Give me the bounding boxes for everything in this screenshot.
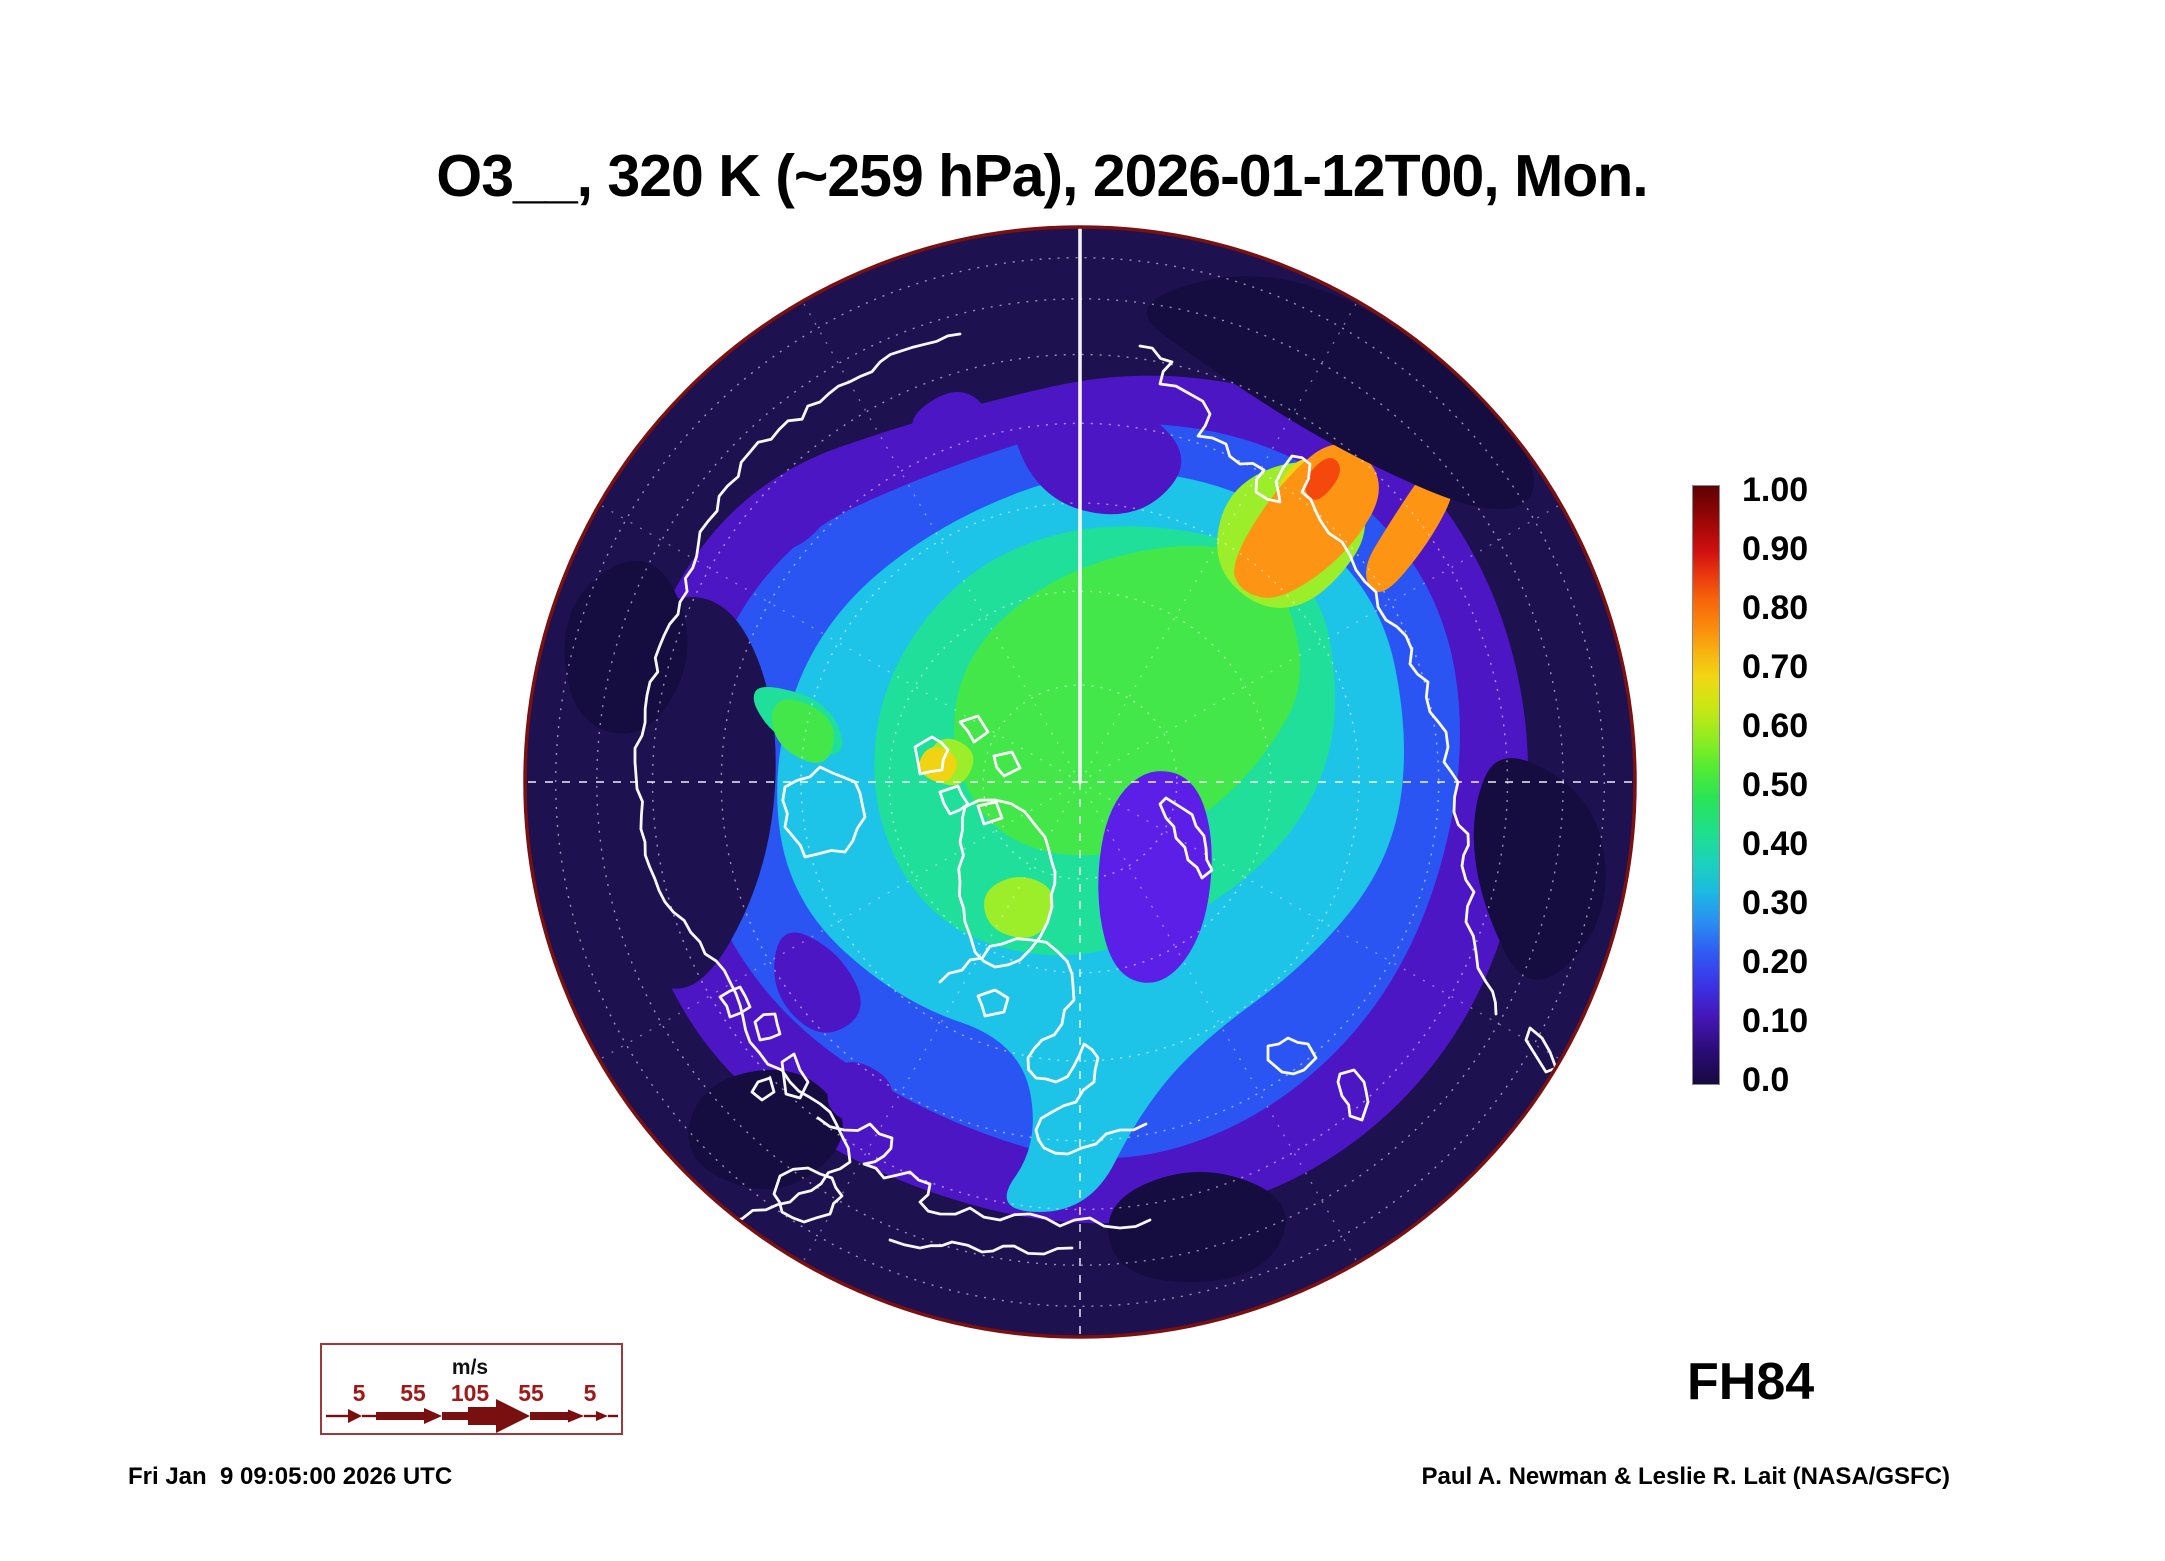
plot-title: O3__, 320 K (~259 hPa), 2026-01-12T00, M… xyxy=(436,143,1648,209)
wind-legend-speed-label: 105 xyxy=(451,1380,490,1406)
wind-legend-border xyxy=(320,1343,623,1435)
colorbar-gradient xyxy=(1692,485,1720,1085)
colorbar-tick-label: 0.20 xyxy=(1742,943,1809,981)
colorbar-tick-label: 0.40 xyxy=(1742,825,1809,863)
globe-rim xyxy=(523,225,1637,1339)
colorbar-tick-label: 0.10 xyxy=(1742,1002,1809,1040)
forecast-hour-label: FH84 xyxy=(1687,1353,1815,1411)
wind-legend-speed-label: 5 xyxy=(353,1380,366,1406)
colorbar-tick-label: 0.0 xyxy=(1742,1061,1790,1099)
wind-scale-arrow-icon xyxy=(326,1399,618,1433)
colorbar-tick-label: 0.50 xyxy=(1742,766,1809,804)
colorbar-tick-label: 0.80 xyxy=(1742,589,1809,627)
colorbar-tick-label: 0.70 xyxy=(1742,648,1809,686)
colorbar-tick-label: 1.00 xyxy=(1742,471,1809,509)
wind-legend-units: m/s xyxy=(452,1356,488,1379)
colorbar-tick-label: 0.60 xyxy=(1742,707,1809,745)
colorbar-tick-label: 0.30 xyxy=(1742,884,1809,922)
wind-legend-speed-label: 5 xyxy=(584,1380,597,1406)
wind-legend-speed-label: 55 xyxy=(400,1380,426,1406)
credit-text: Paul A. Newman & Leslie R. Lait (NASA/GS… xyxy=(1421,1463,1950,1490)
generation-timestamp: Fri Jan 9 09:05:00 2026 UTC xyxy=(128,1463,453,1490)
polar-map xyxy=(523,225,1637,1339)
colorbar-tick-label: 0.90 xyxy=(1742,530,1809,568)
wind-legend-speed-label: 55 xyxy=(518,1380,544,1406)
wind-speed-legend: m/s 5 55 105 55 5 xyxy=(320,1343,623,1435)
